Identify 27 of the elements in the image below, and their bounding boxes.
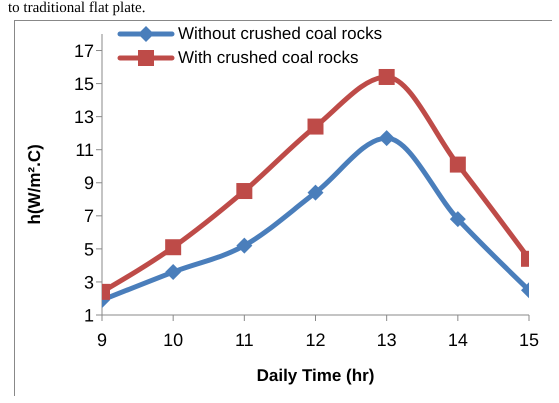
legend-label: With crushed coal rocks [178, 48, 358, 68]
x-tick-label: 12 [305, 330, 326, 350]
y-tick-label: 7 [84, 206, 94, 226]
point [308, 118, 324, 135]
x-tick-label: 13 [376, 330, 397, 350]
point [236, 183, 252, 200]
x-tick-label: 15 [518, 330, 540, 350]
x-tick-label: 11 [234, 330, 254, 350]
y-tick-label: 1 [84, 305, 94, 326]
text: to traditional flat plate. [8, 0, 146, 16]
y-axis-title: h(W/m².C) [25, 144, 44, 224]
point [378, 130, 395, 146]
y-tick-label: 17 [74, 40, 94, 61]
x-axis-title: Daily Time (hr) [256, 366, 374, 385]
legend-label: Without crushed coal rocks [178, 24, 382, 44]
y-tick-label: 11 [75, 140, 94, 160]
y-tick-label: 15 [74, 74, 94, 94]
y-tick-label: 13 [74, 107, 94, 128]
x-tick-label: 10 [163, 330, 184, 350]
y-tick-label: 5 [84, 239, 94, 260]
x-tick-label: 14 [448, 330, 468, 350]
point [308, 184, 324, 201]
point [236, 238, 252, 254]
y-tick-label: 9 [84, 173, 94, 194]
y-tick-label: 3 [84, 272, 94, 292]
x-tick-label: 9 [96, 330, 108, 350]
point [378, 68, 395, 85]
